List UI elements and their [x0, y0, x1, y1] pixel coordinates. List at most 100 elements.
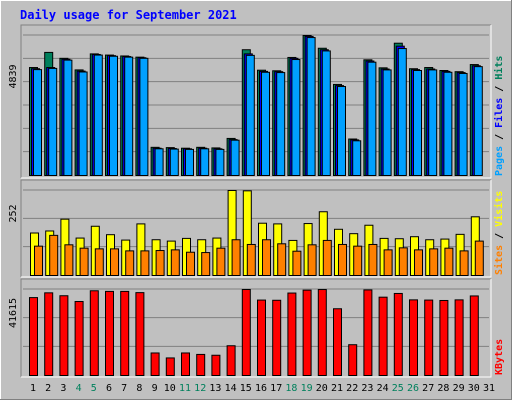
- bar-pages-day-20: [321, 50, 331, 176]
- bar-pages-day-15: [245, 54, 255, 177]
- panel-kbytes: 41615 KBytes: [8, 278, 505, 378]
- bar-kbytes-day-25: [393, 292, 403, 376]
- x-tick-label: 1: [30, 383, 36, 394]
- bar-kbytes-day-11: [181, 352, 190, 376]
- bar-pages-day-23: [367, 61, 377, 176]
- bar-sites-day-19: [307, 244, 317, 277]
- x-tick-label: 23: [361, 383, 373, 394]
- panel-border-dark: [20, 278, 491, 377]
- bar-pages-day-22: [352, 140, 362, 177]
- chart-title: Daily usage for September 2021: [20, 8, 237, 22]
- x-tick-label: 2: [45, 383, 51, 394]
- bar-kbytes-day-13: [211, 354, 221, 376]
- legend: Pages / Files / Hits: [493, 56, 505, 176]
- bar-pages-day-25: [397, 48, 407, 176]
- x-tick-label: 7: [121, 383, 127, 394]
- bar-pages-day-28: [443, 71, 453, 176]
- x-tick-label: 29: [453, 383, 465, 394]
- legend-entry: KBytes: [494, 339, 505, 375]
- bar-sites-day-2: [49, 234, 59, 277]
- bar-sites-day-6: [110, 248, 119, 277]
- bar-sites-day-8: [140, 250, 150, 276]
- bar-kbytes-day-12: [196, 353, 206, 376]
- legend-entry: Visits: [493, 191, 505, 227]
- bar-sites-day-3: [64, 244, 74, 277]
- bar-sites-day-23: [368, 243, 378, 276]
- bar-pages-day-29: [458, 72, 468, 176]
- bar-kbytes-day-28: [439, 299, 449, 376]
- x-tick-label: 4: [76, 383, 82, 394]
- x-tick-label: 3: [60, 383, 66, 394]
- bar-pages-day-13: [215, 148, 225, 176]
- bar-pages-day-14: [230, 139, 240, 176]
- bar-kbytes-day-9: [150, 352, 160, 376]
- y-max-label: 41615: [8, 298, 19, 328]
- bar-kbytes-day-17: [272, 299, 282, 377]
- chart-panels: 4839 Pages / Files / Hits 252 Sites / Visit…: [8, 24, 505, 378]
- bar-sites-day-10: [170, 249, 180, 277]
- x-tick-label: 16: [255, 383, 267, 394]
- legend-entry: Files: [493, 98, 505, 128]
- x-tick-label: 10: [164, 383, 176, 394]
- bar-sites-day-24: [383, 249, 393, 277]
- bar-kbytes-day-6: [105, 290, 114, 376]
- bar-kbytes-day-10: [165, 357, 175, 376]
- bar-pages-day-9: [154, 148, 164, 176]
- x-tick-label: 31: [483, 383, 495, 394]
- bar-sites-day-20: [322, 239, 332, 277]
- bar-pages-day-8: [139, 57, 149, 176]
- bar-pages-day-30: [473, 66, 483, 176]
- bar-pages-day-21: [337, 86, 346, 176]
- bar-sites-day-22: [353, 245, 363, 276]
- bar-kbytes-day-4: [74, 301, 84, 376]
- bar-pages-day-2: [48, 67, 58, 176]
- x-tick-label: 19: [301, 383, 313, 394]
- bar-sites-day-25: [398, 247, 408, 276]
- bar-kbytes-day-2: [44, 292, 54, 376]
- legend-entry: Sites: [493, 245, 505, 275]
- bar-pages-day-19: [306, 37, 316, 176]
- x-tick-label: 30: [468, 383, 480, 394]
- x-tick-label: 24: [377, 383, 389, 394]
- bar-pages-day-12: [200, 148, 210, 176]
- bar-kbytes-day-1: [29, 297, 38, 377]
- bar-pages-day-27: [428, 69, 438, 176]
- bar-kbytes-day-29: [454, 299, 464, 376]
- legend-entry: Hits: [493, 56, 505, 80]
- x-tick-label: 9: [152, 383, 158, 394]
- bar-sites-day-13: [216, 247, 226, 277]
- panel-border-light: [21, 180, 492, 278]
- bar-pages-day-17: [276, 72, 286, 176]
- legend: KBytes: [494, 339, 505, 375]
- legend-separator: /: [494, 227, 505, 245]
- panel-hits-files-pages: 4839 Pages / Files / Hits: [8, 24, 505, 179]
- x-tick-label: 17: [270, 383, 282, 394]
- bar-kbytes-day-15: [241, 289, 251, 376]
- bar-sites-day-17: [277, 243, 287, 277]
- bar-sites-day-28: [444, 247, 454, 277]
- bar-kbytes-day-19: [302, 289, 312, 376]
- bar-kbytes-day-21: [333, 308, 342, 376]
- panel-border-light: [21, 279, 492, 378]
- x-tick-label: 20: [316, 383, 328, 394]
- bar-kbytes-day-27: [424, 299, 434, 376]
- bar-kbytes-day-23: [363, 289, 373, 376]
- bar-pages-day-18: [291, 59, 301, 177]
- x-tick-label: 28: [437, 383, 449, 394]
- legend-separator: /: [494, 80, 505, 98]
- x-tick-label: 15: [240, 383, 252, 394]
- bar-sites-day-30: [474, 240, 484, 277]
- bar-sites-day-21: [338, 243, 347, 276]
- bar-kbytes-day-24: [378, 296, 388, 376]
- x-tick-label: 13: [209, 383, 221, 394]
- x-axis-labels: 1 2 3 4 5 6 7 8 9 10 11 12 13 14 15 16 17 18 19 20 21 22 23 24 2…: [30, 383, 495, 394]
- x-tick-label: 18: [285, 383, 297, 394]
- x-tick-label: 27: [422, 383, 434, 394]
- bar-pages-day-11: [185, 148, 194, 176]
- bar-kbytes-day-22: [348, 344, 358, 377]
- bar-kbytes-day-3: [59, 295, 69, 376]
- panel-border-dark: [20, 24, 491, 178]
- x-tick-label: 11: [179, 383, 191, 394]
- bar-sites-day-4: [79, 247, 89, 277]
